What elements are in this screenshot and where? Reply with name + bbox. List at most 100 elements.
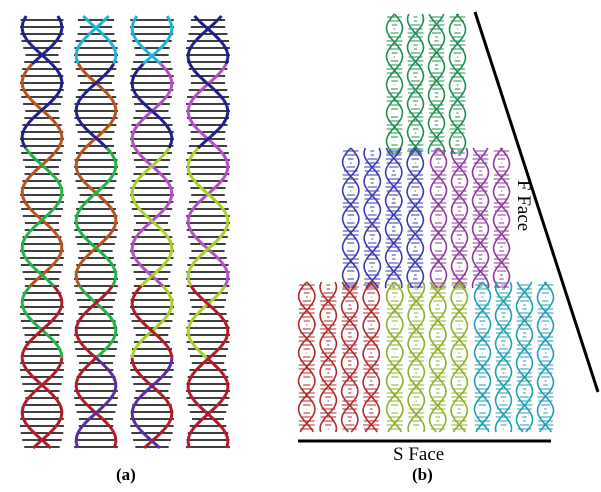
- backbone-segment: [194, 16, 200, 22]
- backbone-segment: [56, 178, 60, 184]
- backbone-segment: [191, 370, 196, 376]
- backbone-segment: [188, 388, 190, 394]
- backbone-segment: [108, 94, 113, 100]
- backbone-segment: [115, 436, 116, 442]
- backbone-segment: [132, 298, 133, 304]
- backbone-segment: [78, 118, 82, 124]
- backbone-segment: [171, 358, 172, 364]
- backbone-segment: [61, 82, 62, 88]
- backbone-segment: [191, 286, 195, 292]
- backbone-segment: [76, 214, 77, 220]
- backbone-segment: [33, 322, 40, 328]
- backbone-segment: [106, 178, 111, 184]
- backbone-segment: [160, 118, 166, 124]
- backbone-segment: [166, 202, 170, 208]
- backbone-segment: [81, 202, 86, 208]
- backbone-segment: [213, 88, 219, 94]
- backbone-segment: [170, 406, 172, 412]
- s-face-label: S Face: [393, 444, 444, 466]
- backbone-segment: [23, 142, 26, 148]
- backbone-segment: [76, 322, 78, 328]
- backbone-segment: [88, 76, 95, 82]
- backbone-segment: [168, 364, 171, 370]
- backbone-segment: [76, 442, 78, 448]
- backbone-segment: [61, 136, 62, 142]
- backbone-segment: [190, 394, 194, 400]
- backbone-segment: [61, 298, 62, 304]
- backbone-segment: [143, 58, 150, 64]
- backbone-segment: [223, 118, 227, 124]
- backbone-segment: [161, 394, 167, 400]
- backbone-segment: [22, 238, 24, 244]
- middle-block-violet: [431, 148, 510, 288]
- backbone-segment: [226, 334, 228, 340]
- f-face-line: [475, 12, 598, 392]
- backbone-segment: [24, 256, 28, 262]
- backbone-segment: [201, 298, 208, 304]
- backbone-segment: [189, 430, 192, 436]
- backbone-segment: [170, 130, 172, 136]
- backbone-segment: [167, 16, 171, 22]
- backbone-segment: [188, 160, 189, 166]
- backbone-segment: [224, 172, 227, 178]
- backbone-segment: [104, 70, 110, 76]
- backbone-segment: [132, 22, 133, 28]
- backbone-segment: [76, 46, 78, 52]
- backbone-segment: [59, 142, 62, 148]
- backbone-segment: [76, 268, 78, 274]
- backbone-segment: [189, 172, 192, 178]
- backbone-segment: [45, 58, 51, 64]
- backbone-segment: [77, 430, 80, 436]
- backbone-segment: [110, 262, 114, 268]
- backbone-segment: [224, 430, 227, 436]
- backbone-segment: [225, 322, 227, 328]
- backbone-segment: [189, 46, 192, 52]
- backbone-segment: [168, 34, 171, 40]
- backbone-segment: [226, 388, 228, 394]
- backbone-segment: [165, 178, 169, 184]
- backbone-segment: [133, 310, 137, 316]
- backbone-segment: [114, 112, 116, 118]
- panel-a-helix-bundle-diagram: [20, 16, 230, 448]
- backbone-segment: [224, 100, 227, 106]
- backbone-segment: [27, 394, 32, 400]
- backbone-segment: [159, 172, 165, 178]
- backbone-segment: [79, 370, 83, 376]
- backbone-segment: [22, 250, 24, 256]
- backbone-segment: [22, 196, 24, 202]
- backbone-segment: [29, 226, 35, 232]
- backbone-segment: [32, 58, 38, 64]
- backbone-segment: [196, 364, 202, 370]
- backbone-segment: [78, 262, 82, 268]
- backbone-segment: [139, 154, 145, 160]
- backbone-segment: [227, 160, 228, 166]
- backbone-segment: [132, 184, 134, 190]
- backbone-segment: [222, 262, 226, 268]
- backbone-segment: [59, 196, 61, 202]
- backbone-segment: [79, 340, 83, 346]
- backbone-segment: [169, 184, 171, 190]
- backbone-segment: [171, 22, 172, 28]
- backbone-segment: [163, 370, 168, 376]
- backbone-segment: [164, 424, 169, 430]
- backbone-segment: [194, 70, 200, 76]
- backbone-segment: [132, 406, 134, 412]
- backbone-segment: [103, 364, 109, 370]
- backbone-segment: [226, 58, 228, 64]
- backbone-segment: [226, 214, 228, 220]
- backbone-segment: [217, 202, 223, 208]
- backbone-segment: [171, 82, 172, 88]
- f-face-label: F Face: [512, 180, 534, 231]
- backbone-segment: [227, 106, 228, 112]
- backbone-segment: [188, 322, 190, 328]
- backbone-segment: [171, 28, 172, 34]
- backbone-segment: [53, 94, 58, 100]
- backbone-segment: [57, 34, 61, 40]
- backbone-segment: [132, 244, 133, 250]
- backbone-segment: [50, 262, 56, 268]
- backbone-segment: [139, 172, 145, 178]
- backbone-segment: [111, 172, 115, 178]
- backbone-segment: [214, 34, 220, 40]
- backbone-segment: [169, 142, 171, 148]
